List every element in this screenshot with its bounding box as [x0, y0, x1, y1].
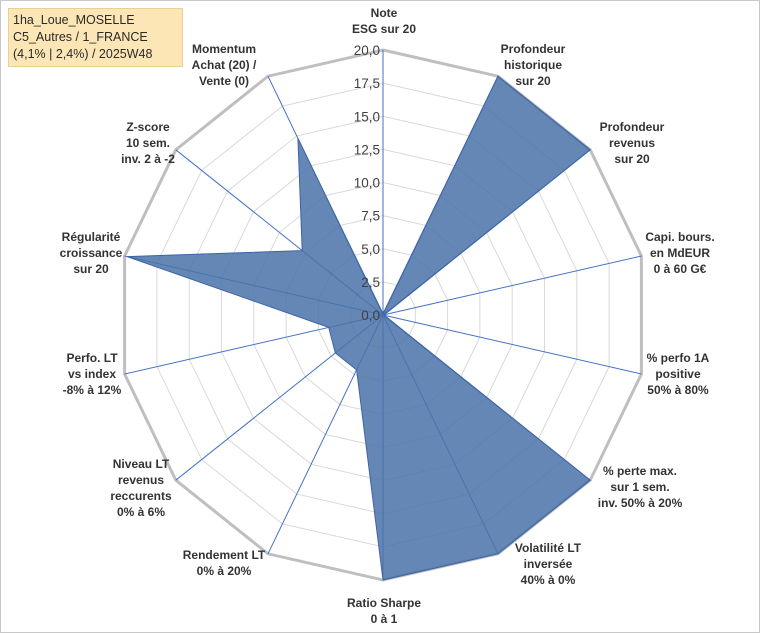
axis-label: Z-score 10 sem. inv. 2 à -2 — [121, 120, 175, 166]
axis-spoke — [382, 255, 642, 316]
title-line-1: 1ha_Loue_MOSELLE — [13, 13, 135, 27]
axis-label: % perfo 1A positive 50% à 80% — [647, 351, 710, 397]
axis-spoke — [382, 314, 642, 375]
tick-label: 12,5 — [354, 142, 380, 157]
tick-label: 5,0 — [361, 242, 380, 257]
tick-label: 0,0 — [361, 308, 380, 323]
title-line-3: (4,1% | 2,4%) / 2025W48 — [13, 47, 153, 61]
axis-label: Momentum Achat (20) / Vente (0) — [192, 42, 257, 88]
tick-label: 2,5 — [361, 275, 380, 290]
axis-label: Niveau LT revenus reccurents 0% à 6% — [110, 457, 172, 519]
axis-label: Rendement LT 0% à 20% — [183, 548, 266, 578]
axis-label: Profondeur revenus sur 20 — [600, 120, 665, 166]
series-layer — [127, 75, 592, 581]
tick-label: 10,0 — [354, 176, 380, 191]
tick-label: 17,5 — [354, 76, 380, 91]
axis-label: Note ESG sur 20 — [352, 6, 416, 36]
axis-label: % perte max. sur 1 sem. inv. 50% à 20% — [598, 464, 683, 510]
series-area — [127, 75, 592, 581]
axis-label: Perfo. LT vs index -8% à 12% — [63, 351, 122, 397]
axis-label: Régularité croissance sur 20 — [60, 230, 123, 276]
chart-title-box: 1ha_Loue_MOSELLE C5_Autres / 1_FRANCE (4… — [8, 8, 183, 67]
axis-label: Capi. bours. en MdEUR 0 à 60 G€ — [645, 230, 714, 276]
axis-label-layer: Note ESG sur 20 Profondeur historique sur 20… — [60, 6, 715, 626]
tick-label: 20,0 — [354, 43, 380, 58]
tick-label: 7,5 — [361, 209, 380, 224]
tick-layer: 0,0 2,5 5,0 7,5 10,0 12,5 15,0 17,5 20,0 — [354, 43, 380, 323]
axis-label: Profondeur historique sur 20 — [501, 42, 566, 88]
axis-label: Ratio Sharpe 0 à 1 — [347, 596, 421, 626]
title-line-2: C5_Autres / 1_FRANCE — [13, 30, 148, 44]
tick-label: 15,0 — [354, 109, 380, 124]
axis-label: Volatilité LT inversée 40% à 0% — [515, 541, 582, 587]
